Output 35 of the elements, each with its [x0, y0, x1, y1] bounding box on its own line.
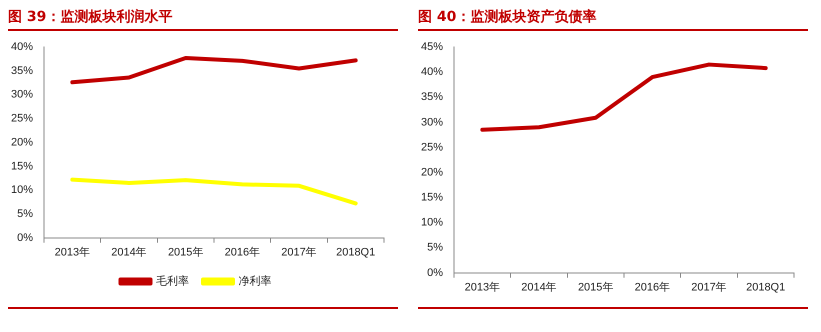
y-tick-label: 25% — [10, 112, 34, 125]
x-tick-label: 2018Q1 — [746, 281, 786, 294]
x-tick-label: 2017年 — [281, 246, 317, 258]
chart-title: 图 39：监测板块利润水平 — [8, 6, 398, 31]
y-tick-label: 35% — [10, 64, 34, 77]
x-tick-label: 2017年 — [691, 281, 727, 294]
y-tick-label: 10% — [420, 216, 444, 229]
x-tick-label: 2015年 — [578, 281, 614, 294]
x-tick-label: 2016年 — [634, 281, 670, 294]
x-tick-label: 2015年 — [168, 246, 204, 258]
chart-title: 图 40：监测板块资产负债率 — [418, 6, 808, 31]
x-tick-label: 2014年 — [111, 246, 147, 258]
y-tick-label: 35% — [420, 91, 444, 104]
y-tick-label: 40% — [10, 41, 34, 54]
y-tick-label: 0% — [17, 232, 34, 244]
x-tick-label: 2013年 — [54, 246, 90, 258]
y-tick-label: 5% — [427, 242, 444, 254]
y-tick-label: 5% — [17, 208, 34, 220]
y-tick-label: 30% — [10, 88, 34, 101]
y-tick-label: 15% — [10, 160, 34, 172]
y-tick-label: 45% — [420, 41, 444, 54]
x-tick-label: 2014年 — [521, 281, 557, 294]
y-tick-label: 10% — [10, 184, 34, 196]
y-tick-label: 20% — [420, 166, 444, 178]
y-tick-label: 0% — [427, 266, 444, 279]
legend-label: 净利率 — [238, 274, 272, 288]
y-tick-label: 20% — [10, 136, 34, 148]
x-tick-label: 2016年 — [224, 246, 260, 258]
y-tick-label: 30% — [420, 116, 444, 128]
legend-label: 毛利率 — [156, 274, 189, 288]
y-tick-label: 40% — [420, 66, 444, 78]
x-tick-label: 2013年 — [464, 281, 500, 294]
x-tick-label: 2018Q1 — [336, 246, 376, 258]
y-tick-label: 25% — [420, 141, 444, 154]
y-tick-label: 15% — [420, 192, 444, 204]
